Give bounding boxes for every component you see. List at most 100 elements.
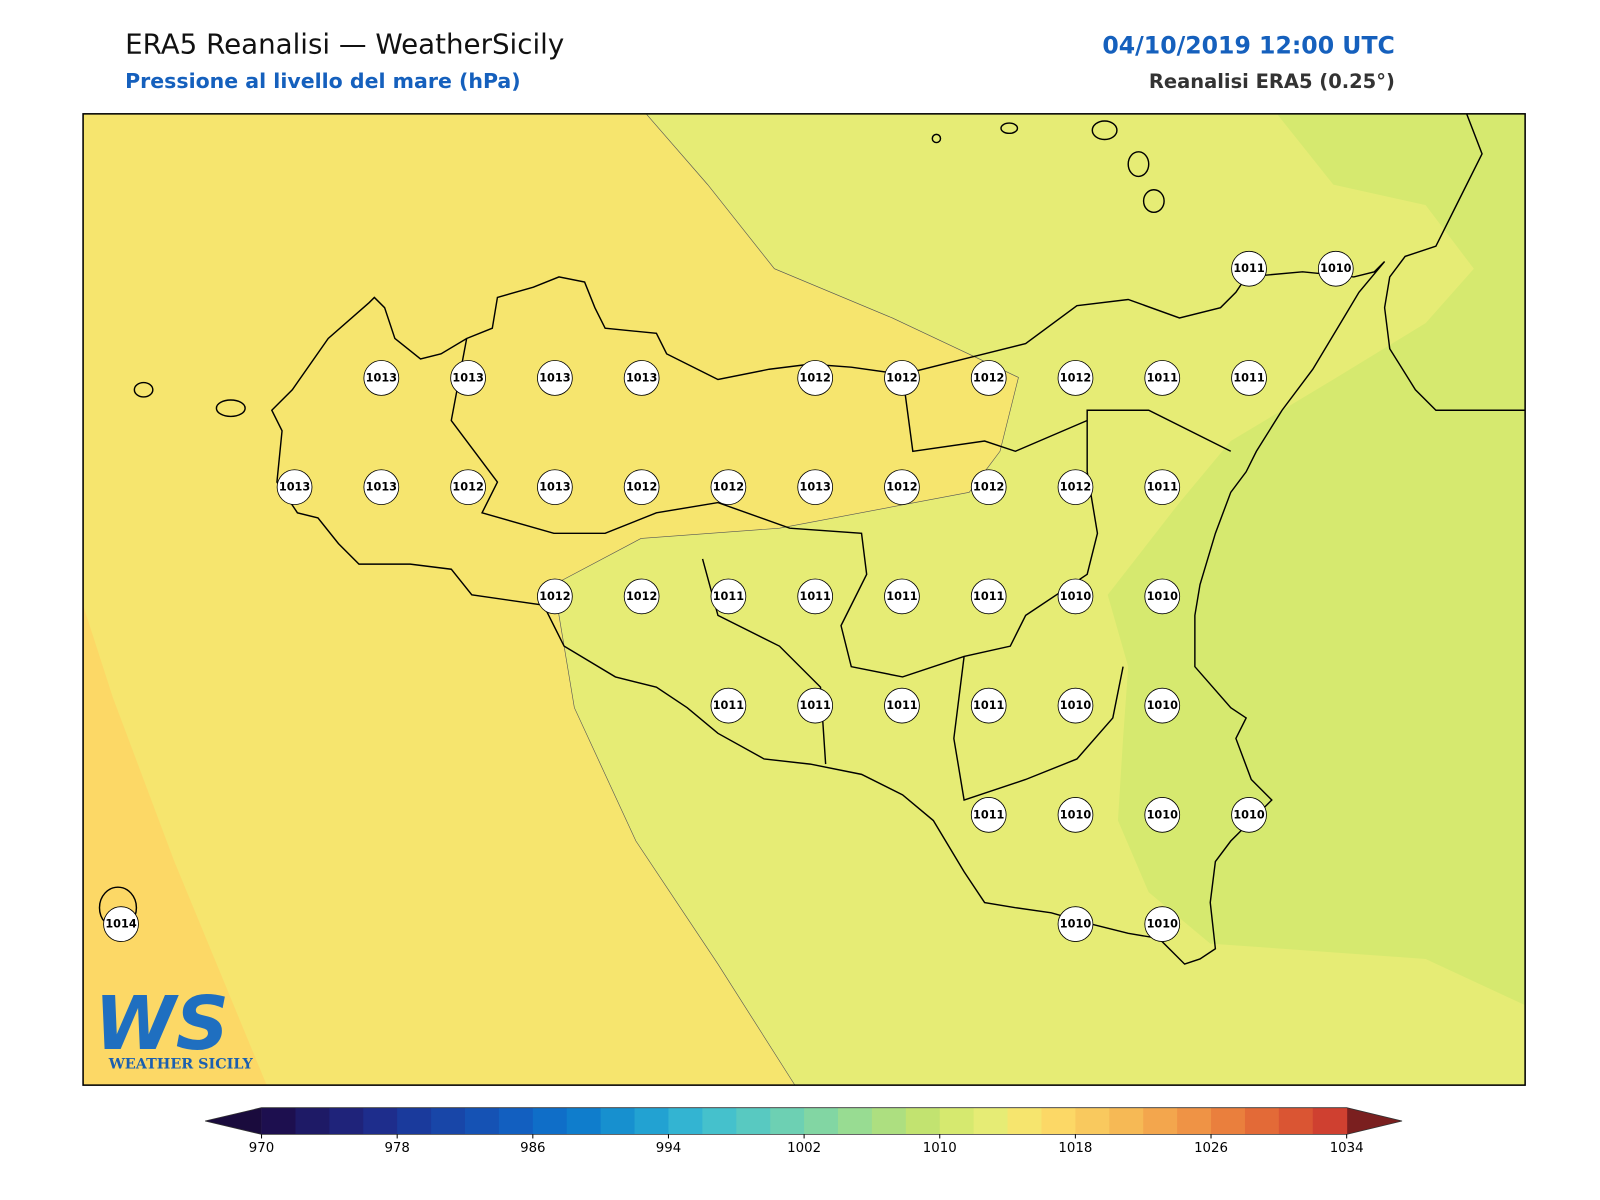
colorbar-segment	[1211, 1107, 1246, 1135]
station-marker	[1317, 250, 1354, 287]
station: 1011	[970, 578, 1007, 615]
station: 1013	[623, 360, 660, 396]
station-value: 1012	[626, 590, 657, 603]
station-value: 1010	[1233, 808, 1265, 821]
colorbar-under	[205, 1107, 262, 1135]
station: 1012	[1057, 469, 1094, 506]
map: 1011 1010 1013 1013 1013 1013 1012 1012 1012 1012…	[82, 113, 1526, 1086]
colorbar-segment	[1109, 1107, 1144, 1135]
station-value: 1013	[279, 481, 310, 494]
station-marker	[884, 687, 920, 724]
station: 1011	[1231, 360, 1267, 396]
colorbar-segment	[465, 1107, 500, 1135]
island	[215, 399, 246, 418]
station-marker	[623, 360, 660, 396]
station-value: 1010	[1147, 918, 1179, 931]
stations: 1011 1010 1013 1013 1013 1013 1012 1012 1012 1012…	[103, 250, 1354, 942]
station-value: 1012	[1060, 371, 1091, 384]
colorbar-segment	[905, 1107, 941, 1135]
colorbar-tick-label: 1034	[1330, 1141, 1364, 1156]
station-value: 1012	[973, 481, 1004, 494]
station-value: 1012	[713, 481, 744, 494]
colorbar-segment	[600, 1107, 636, 1135]
station-value: 1013	[366, 481, 397, 494]
station-marker	[363, 360, 400, 396]
station-value: 1010	[1060, 699, 1092, 712]
station-marker	[1057, 578, 1094, 615]
colorbar-tick-label: 1018	[1058, 1141, 1092, 1156]
colorbar-segment	[329, 1107, 364, 1135]
station: 1010	[1057, 687, 1094, 724]
station: 1013	[797, 469, 834, 506]
station-value: 1011	[973, 590, 1005, 603]
station-marker	[1144, 906, 1181, 942]
station: 1013	[450, 360, 486, 396]
station: 1011	[884, 578, 920, 615]
colorbar-segment	[397, 1107, 432, 1135]
station-marker	[1231, 360, 1267, 396]
station: 1011	[797, 578, 834, 615]
station-marker	[276, 469, 313, 506]
colorbar-segment	[1244, 1107, 1280, 1135]
station: 1012	[537, 578, 573, 615]
station-marker	[1057, 469, 1094, 506]
station-value: 1011	[886, 590, 918, 603]
station: 1012	[450, 469, 486, 506]
colorbar-segment	[532, 1107, 568, 1135]
station-value: 1012	[626, 481, 657, 494]
station-marker	[970, 360, 1007, 396]
station-marker	[884, 360, 920, 396]
station-marker	[450, 360, 486, 396]
station-value: 1010	[1060, 918, 1092, 931]
province-border	[450, 338, 1232, 801]
station: 1010	[1317, 250, 1354, 287]
station-value: 1010	[1060, 808, 1092, 821]
station: 1010	[1144, 687, 1181, 724]
station: 1012	[1057, 360, 1094, 396]
station-marker	[797, 687, 834, 724]
colorbar-tick-label: 994	[656, 1141, 681, 1156]
colorbar-tick-label: 1010	[923, 1141, 957, 1156]
station-marker	[537, 360, 573, 396]
station: 1011	[710, 687, 747, 724]
station: 1012	[970, 469, 1007, 506]
station: 1010	[1057, 797, 1094, 833]
colorbar-segment	[973, 1107, 1009, 1135]
colorbar-segment	[261, 1107, 296, 1135]
station: 1012	[623, 578, 660, 615]
station-marker	[797, 469, 834, 506]
station-marker	[884, 469, 920, 506]
colorbar-segment	[838, 1107, 873, 1135]
station-marker	[1144, 360, 1181, 396]
station-marker	[970, 797, 1007, 833]
station: 1011	[884, 687, 920, 724]
station: 1012	[970, 360, 1007, 396]
colorbar-tick-label: 1026	[1194, 1141, 1228, 1156]
station: 1012	[623, 469, 660, 506]
logo-text: WEATHER SICILY	[108, 1057, 254, 1073]
colorbar-segment	[1007, 1107, 1042, 1135]
station-value: 1011	[1147, 371, 1179, 384]
station-value: 1011	[713, 699, 745, 712]
station-marker	[1144, 469, 1181, 506]
station-marker	[710, 469, 747, 506]
station-value: 1014	[105, 918, 137, 931]
station-value: 1012	[539, 590, 570, 603]
station-marker	[1144, 687, 1181, 724]
station-marker	[797, 360, 834, 396]
station: 1010	[1144, 906, 1181, 942]
station: 1010	[1057, 578, 1094, 615]
station: 1012	[884, 360, 920, 396]
subtitle: Pressione al livello del mare (hPa)	[125, 69, 521, 93]
colorbar-segment	[1312, 1107, 1348, 1135]
station: 1011	[970, 797, 1007, 833]
station-value: 1012	[886, 371, 917, 384]
station-value: 1011	[973, 699, 1005, 712]
station-value: 1012	[886, 481, 917, 494]
colorbar-tick-label: 978	[384, 1141, 409, 1156]
station-value: 1010	[1147, 808, 1179, 821]
station-value: 1011	[1233, 371, 1265, 384]
station-marker	[623, 469, 660, 506]
station: 1012	[797, 360, 834, 396]
